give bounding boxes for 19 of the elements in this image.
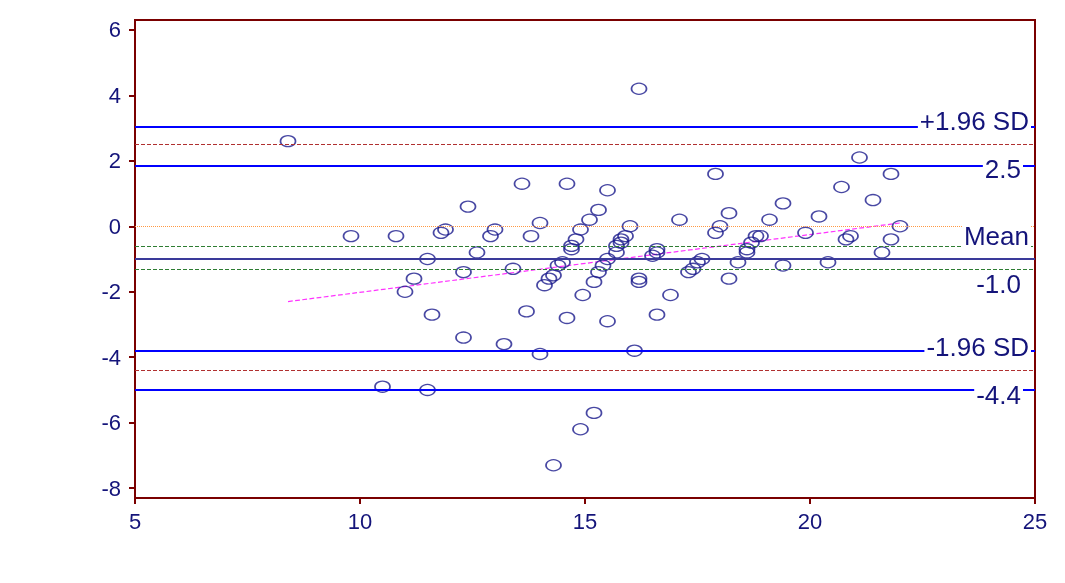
x-tick-label: 5 bbox=[128, 508, 142, 534]
y-tick-label: 6 bbox=[108, 17, 121, 43]
y-tick-label: -8 bbox=[101, 475, 121, 501]
annotation: -4.4 bbox=[976, 380, 1021, 411]
x-tick-label: 10 bbox=[347, 508, 373, 534]
x-tick-label: 20 bbox=[797, 508, 823, 534]
annotation: 2.5 bbox=[984, 154, 1021, 185]
x-tick-label: 15 bbox=[572, 508, 598, 534]
ref-line-label: -1.96 SD bbox=[926, 332, 1029, 363]
y-tick-label: -2 bbox=[101, 279, 121, 305]
ref-line-label: Mean bbox=[963, 221, 1029, 251]
y-tick-label: -6 bbox=[101, 410, 121, 436]
y-tick-label: 2 bbox=[108, 148, 121, 174]
y-tick-label: 0 bbox=[108, 213, 121, 239]
y-tick-label: 4 bbox=[108, 82, 121, 108]
ref-line-label: +1.96 SD bbox=[919, 106, 1029, 137]
x-tick-label: 25 bbox=[1022, 508, 1048, 534]
annotation: -1.0 bbox=[976, 269, 1021, 299]
y-tick-label: -4 bbox=[101, 344, 121, 370]
